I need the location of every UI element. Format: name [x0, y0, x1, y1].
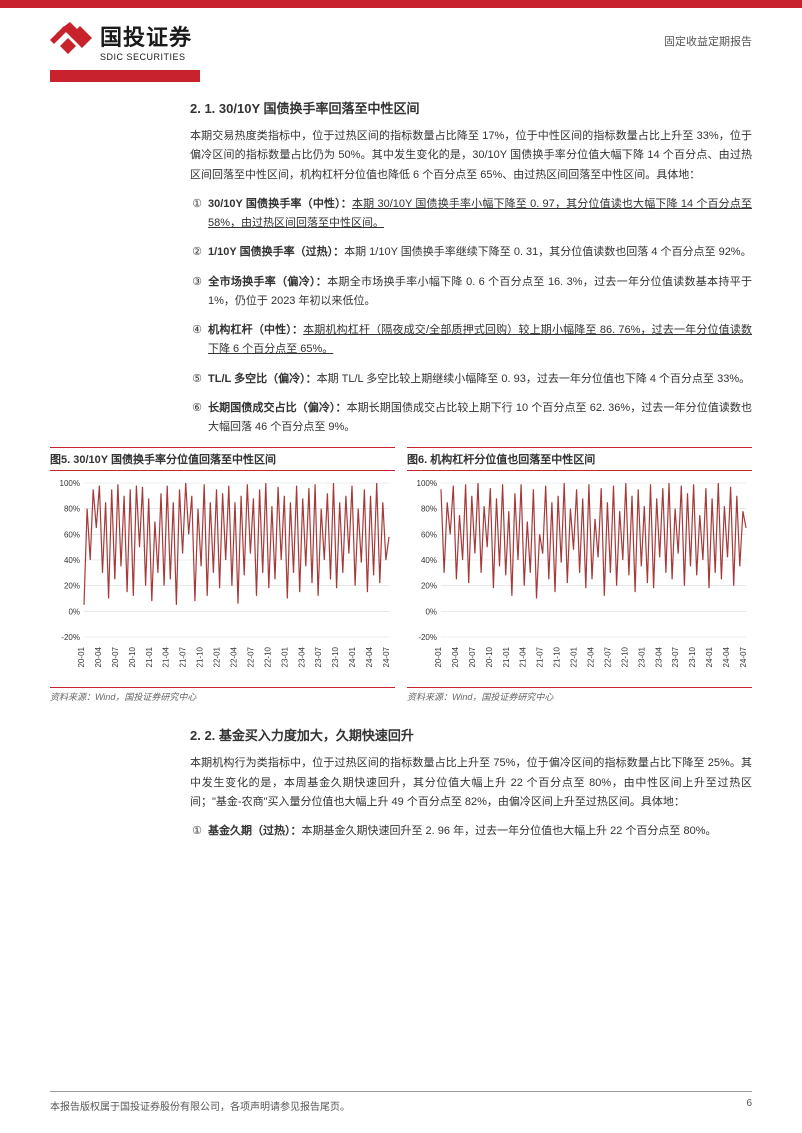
- svg-text:40%: 40%: [421, 556, 437, 565]
- chart-6-block: 图6. 机构杠杆分位值也回落至中性区间 -20% 0% 20% 40% 60% 80% 10…: [407, 447, 752, 703]
- svg-text:22-10: 22-10: [263, 647, 272, 668]
- svg-text:23-07: 23-07: [314, 647, 323, 668]
- svg-text:24-07: 24-07: [382, 647, 391, 668]
- numbered-item: ②1/10Y 国债换手率（过热）：本期 1/10Y 国债换手率继续下降至 0. …: [50, 243, 752, 262]
- svg-text:60%: 60%: [64, 531, 80, 540]
- svg-text:21-04: 21-04: [519, 647, 528, 668]
- chart-6-title: 图6. 机构杠杆分位值也回落至中性区间: [407, 447, 752, 471]
- svg-text:20-07: 20-07: [111, 647, 120, 668]
- header: 国投证券 SDIC SECURITIES 固定收益定期报告: [0, 8, 802, 66]
- chart-5-title: 图5. 30/10Y 国债换手率分位值回落至中性区间: [50, 447, 395, 471]
- svg-text:22-10: 22-10: [620, 647, 629, 668]
- numbered-item: ③全市场换手率（偏冷）：本期全市场换手率小幅下降 0. 6 个百分点至 16. …: [50, 273, 752, 312]
- content-area: 2. 1. 30/10Y 国债换手率回落至中性区间 本期交易热度类指标中，位于过…: [0, 82, 802, 841]
- svg-text:100%: 100%: [417, 479, 437, 488]
- red-accent-bar: [50, 70, 200, 82]
- footer-text: 本报告版权属于国投证券股份有限公司，各项声明请参见报告尾页。: [50, 1098, 350, 1113]
- svg-text:0%: 0%: [68, 608, 80, 617]
- svg-text:21-01: 21-01: [502, 647, 511, 668]
- svg-text:24-04: 24-04: [365, 647, 374, 668]
- svg-text:23-01: 23-01: [280, 647, 289, 668]
- svg-text:60%: 60%: [421, 531, 437, 540]
- chart-5-svg: -20% 0% 20% 40% 60% 80% 100% 20-01 20-04 20-07 20-…: [50, 475, 395, 685]
- numbered-item: ④机构杠杆（中性）：本期机构杠杆（隔夜成交/全部质押式回购）较上期小幅降至 86…: [50, 321, 752, 360]
- svg-text:24-07: 24-07: [739, 647, 748, 668]
- svg-text:23-10: 23-10: [331, 647, 340, 668]
- svg-text:-20%: -20%: [61, 633, 80, 642]
- numbered-item: ①30/10Y 国债换手率（中性）：本期 30/10Y 国债换手率小幅下降至 0…: [50, 195, 752, 234]
- chart-5-block: 图5. 30/10Y 国债换手率分位值回落至中性区间 -20% 0% 20% 40% 6…: [50, 447, 395, 703]
- svg-text:24-04: 24-04: [722, 647, 731, 668]
- svg-text:20-04: 20-04: [451, 647, 460, 668]
- section-2-2-intro: 本期机构行为类指标中，位于过热区间的指标数量占比上升至 75%，位于偏冷区间的指…: [50, 754, 752, 812]
- company-logo-icon: [50, 22, 92, 60]
- section-2-1-heading: 2. 1. 30/10Y 国债换手率回落至中性区间: [50, 98, 752, 117]
- svg-text:20-10: 20-10: [128, 647, 137, 668]
- svg-text:22-04: 22-04: [587, 647, 596, 668]
- svg-text:21-01: 21-01: [145, 647, 154, 668]
- svg-text:20-10: 20-10: [485, 647, 494, 668]
- chart-6-svg: -20% 0% 20% 40% 60% 80% 100% 20-01 20-04 20-07 20-…: [407, 475, 752, 685]
- numbered-item: ⑥长期国债成交占比（偏冷）：本期长期国债成交占比较上期下行 10 个百分点至 6…: [50, 399, 752, 438]
- company-name-cn: 国投证券: [100, 20, 192, 52]
- svg-text:20-01: 20-01: [77, 647, 86, 668]
- svg-text:24-01: 24-01: [348, 647, 357, 668]
- svg-text:-20%: -20%: [418, 633, 437, 642]
- logo-block: 国投证券 SDIC SECURITIES: [50, 20, 192, 62]
- section-2-1-intro: 本期交易热度类指标中，位于过热区间的指标数量占比降至 17%，位于中性区间的指标…: [50, 127, 752, 185]
- svg-text:22-01: 22-01: [213, 647, 222, 668]
- company-name-en: SDIC SECURITIES: [100, 52, 192, 62]
- footer: 本报告版权属于国投证券股份有限公司，各项声明请参见报告尾页。 6: [50, 1091, 752, 1113]
- svg-text:20-04: 20-04: [94, 647, 103, 668]
- numbered-item: ①基金久期（过热）：本期基金久期快速回升至 2. 96 年，过去一年分位值也大幅…: [50, 822, 752, 841]
- charts-row: 图5. 30/10Y 国债换手率分位值回落至中性区间 -20% 0% 20% 40% 6…: [50, 447, 752, 703]
- doc-type-label: 固定收益定期报告: [664, 33, 752, 49]
- svg-text:100%: 100%: [60, 479, 80, 488]
- page-number: 6: [746, 1098, 752, 1113]
- svg-text:21-07: 21-07: [536, 647, 545, 668]
- section-2-2-heading: 2. 2. 基金买入力度加大，久期快速回升: [50, 725, 752, 744]
- svg-text:24-01: 24-01: [705, 647, 714, 668]
- svg-text:80%: 80%: [421, 505, 437, 514]
- svg-text:21-10: 21-10: [553, 647, 562, 668]
- svg-text:20%: 20%: [421, 582, 437, 591]
- svg-text:20-07: 20-07: [468, 647, 477, 668]
- svg-text:22-01: 22-01: [570, 647, 579, 668]
- svg-text:20-01: 20-01: [434, 647, 443, 668]
- svg-text:23-04: 23-04: [654, 647, 663, 668]
- chart-5-source: 资料来源：Wind，国投证券研究中心: [50, 687, 395, 703]
- svg-text:23-04: 23-04: [297, 647, 306, 668]
- svg-text:21-04: 21-04: [162, 647, 171, 668]
- svg-text:0%: 0%: [425, 608, 437, 617]
- chart-6-source: 资料来源：Wind，国投证券研究中心: [407, 687, 752, 703]
- svg-text:40%: 40%: [64, 556, 80, 565]
- svg-text:23-01: 23-01: [637, 647, 646, 668]
- svg-text:22-07: 22-07: [603, 647, 612, 668]
- svg-text:23-10: 23-10: [688, 647, 697, 668]
- svg-text:21-10: 21-10: [196, 647, 205, 668]
- svg-text:23-07: 23-07: [671, 647, 680, 668]
- svg-text:20%: 20%: [64, 582, 80, 591]
- numbered-item: ⑤TL/L 多空比（偏冷）：本期 TL/L 多空比较上期继续小幅降至 0. 93…: [50, 370, 752, 389]
- svg-text:21-07: 21-07: [179, 647, 188, 668]
- top-color-bar: [0, 0, 802, 8]
- svg-text:80%: 80%: [64, 505, 80, 514]
- svg-text:22-07: 22-07: [246, 647, 255, 668]
- svg-text:22-04: 22-04: [230, 647, 239, 668]
